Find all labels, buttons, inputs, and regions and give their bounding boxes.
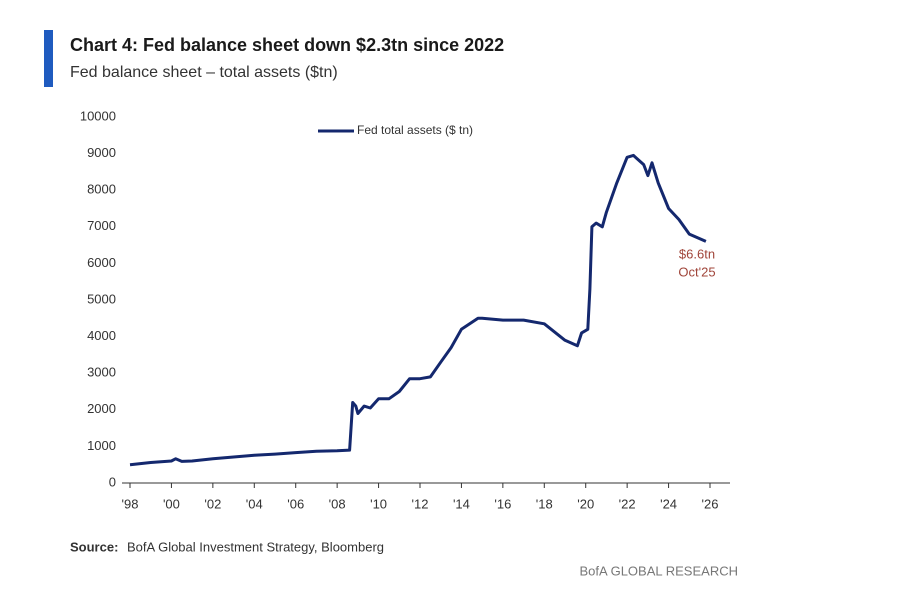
source-label: Source: [70,539,118,554]
x-tick-label: '22 [619,496,636,511]
y-tick-label: 1000 [87,438,116,453]
x-tick-label: '98 [122,496,139,511]
y-tick-label: 0 [109,474,116,489]
y-tick-label: 4000 [87,328,116,343]
x-tick-label: '18 [536,496,553,511]
x-tick-label: '08 [329,496,346,511]
y-tick-label: 6000 [87,255,116,270]
y-tick-label: 2000 [87,401,116,416]
x-tick-label: '20 [577,496,594,511]
x-tick-label: '04 [246,496,263,511]
x-tick-label: '10 [370,496,387,511]
y-tick-label: 10000 [80,108,116,123]
x-tick-label: '16 [494,496,511,511]
y-tick-label: 3000 [87,365,116,380]
chart-subtitle: Fed balance sheet – total assets ($tn) [70,64,338,81]
x-tick-label: '06 [287,496,304,511]
title-bar [44,30,53,87]
annotation: Oct'25 [678,264,715,279]
x-tick-label: '24 [660,496,677,511]
line-series [129,153,707,467]
y-tick-label: 5000 [87,291,116,306]
x-tick-label: '02 [204,496,221,511]
chart-title: Chart 4: Fed balance sheet down $2.3tn s… [70,35,504,55]
y-tick-label: 8000 [87,182,116,197]
annotation: $6.6tn [679,246,715,261]
legend-label: Fed total assets ($ tn) [357,123,473,137]
x-tick-label: '00 [163,496,180,511]
x-tick-label: '14 [453,496,470,511]
y-tick-label: 9000 [87,145,116,160]
x-tick-label: '12 [412,496,429,511]
source: BofA Global Investment Strategy, Bloombe… [127,539,384,554]
x-tick-label: '26 [702,496,719,511]
y-tick-label: 7000 [87,218,116,233]
footer: BofA GLOBAL RESEARCH [580,563,738,578]
